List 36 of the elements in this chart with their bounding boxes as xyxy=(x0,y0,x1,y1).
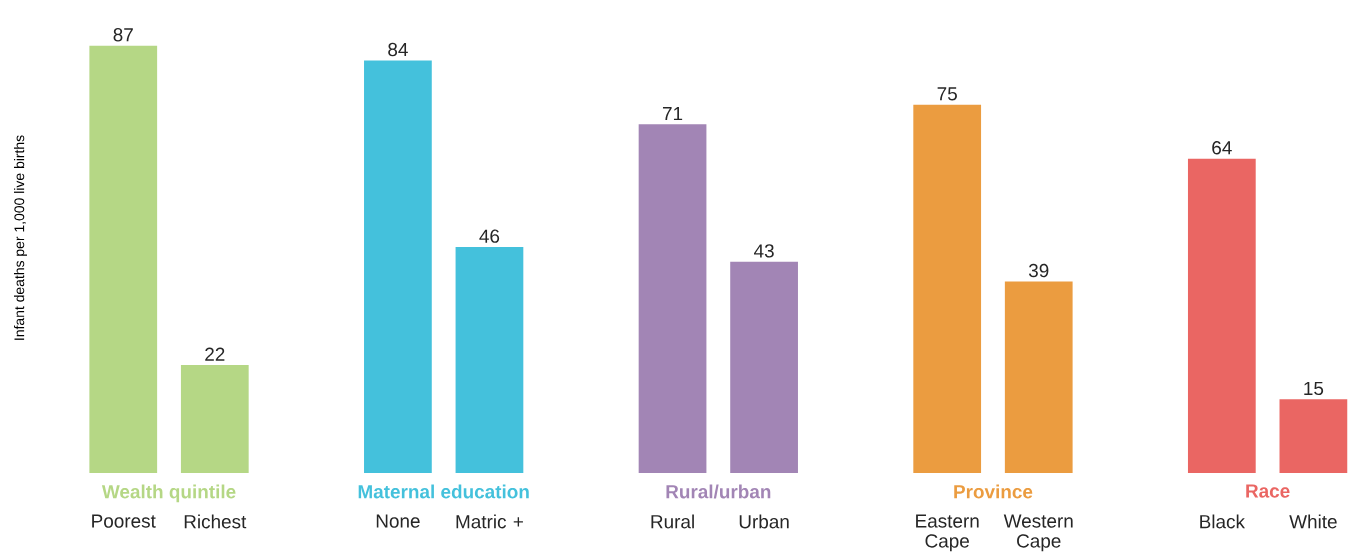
x-tick-label: White xyxy=(1289,514,1337,529)
x-tick-label: Black xyxy=(1200,514,1245,529)
bar xyxy=(1004,281,1073,473)
x-tick-label: Poorest xyxy=(92,514,156,528)
bar xyxy=(730,261,798,473)
series-label: Province xyxy=(954,484,1033,499)
bar xyxy=(455,247,524,473)
data-label: 15 xyxy=(1304,381,1324,396)
y-axis-title: Infant deaths per 1,000 live births xyxy=(13,135,27,340)
x-tick-label: Rural xyxy=(651,514,694,529)
bar xyxy=(913,104,982,473)
data-label: 71 xyxy=(662,107,683,121)
x-tick-label: Western Cape xyxy=(1003,514,1073,552)
data-label: 43 xyxy=(754,244,774,258)
bar xyxy=(180,364,249,473)
data-label: 64 xyxy=(1212,141,1232,155)
x-tick-label: Urban xyxy=(739,514,789,529)
data-label: 75 xyxy=(937,87,957,101)
data-label: 87 xyxy=(113,28,133,42)
data-label: 46 xyxy=(479,229,500,243)
data-label: 39 xyxy=(1028,263,1049,278)
x-tick-label: None xyxy=(376,514,420,528)
bar xyxy=(89,45,158,473)
bar xyxy=(364,60,432,473)
x-tick-label: Richest xyxy=(184,514,247,529)
series-label: Rural/urban xyxy=(666,484,771,499)
bar xyxy=(1187,158,1256,473)
x-tick-label: Eastern Cape xyxy=(916,514,979,552)
series-label: Wealth quintile xyxy=(101,484,236,503)
bar xyxy=(1279,399,1348,473)
x-tick-label: Matric + xyxy=(456,514,523,529)
bar xyxy=(638,124,707,473)
data-label: 22 xyxy=(205,347,225,361)
data-label: 84 xyxy=(388,42,408,57)
series-label: Maternal education xyxy=(358,484,529,499)
series-label: Race xyxy=(1246,484,1290,498)
